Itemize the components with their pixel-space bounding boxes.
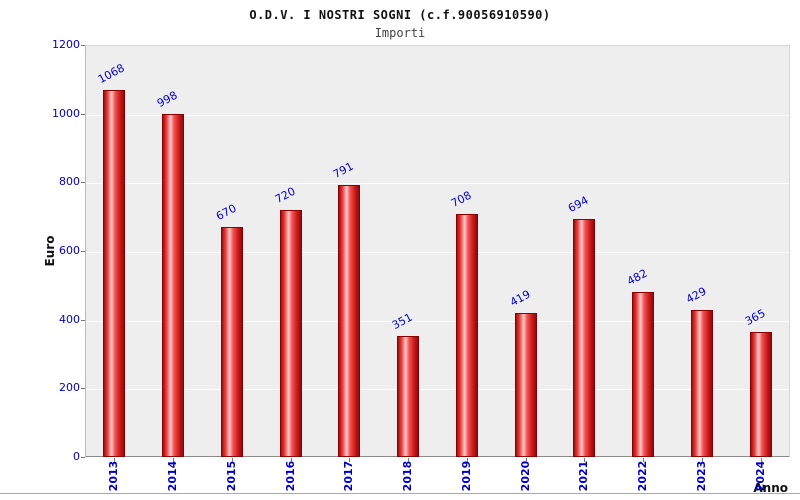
- y-tick-mark-600: [81, 251, 85, 252]
- bar-2022: [632, 292, 654, 457]
- y-tick-label-1000: 1000: [52, 106, 80, 120]
- x-tick-label-2021: 2021: [577, 460, 590, 492]
- x-tick-label-2016: 2016: [284, 460, 297, 492]
- bar-2018: [397, 336, 419, 457]
- y-tick-mark-1200: [81, 45, 85, 46]
- y-tick-mark-400: [81, 320, 85, 321]
- x-tick-mark-2017: [349, 458, 350, 462]
- x-tick-label-2017: 2017: [342, 460, 355, 492]
- x-axis-title: Anno: [753, 481, 788, 495]
- y-tick-label-200: 200: [59, 381, 80, 395]
- x-tick-label-2015: 2015: [225, 460, 238, 492]
- bar-2021: [573, 219, 595, 457]
- bar-2014: [162, 114, 184, 457]
- bar-2013: [103, 90, 125, 457]
- bar-2020: [515, 313, 537, 457]
- x-tick-mark-2020: [526, 458, 527, 462]
- plot-area: [85, 45, 790, 457]
- x-tick-label-2014: 2014: [166, 460, 179, 492]
- x-tick-label-2019: 2019: [460, 460, 473, 492]
- x-tick-mark-2019: [467, 458, 468, 462]
- gridline-1000: [86, 114, 789, 116]
- x-tick-mark-2021: [584, 458, 585, 462]
- chart-bottom-border: [0, 493, 800, 494]
- bar-2023: [691, 310, 713, 457]
- y-tick-label-800: 800: [59, 175, 80, 189]
- x-tick-mark-2016: [291, 458, 292, 462]
- y-tick-label-400: 400: [59, 312, 80, 326]
- x-tick-mark-2013: [114, 458, 115, 462]
- bar-2024: [750, 332, 772, 457]
- x-tick-mark-2024: [761, 458, 762, 462]
- gridline-200: [86, 389, 789, 391]
- bar-2017: [338, 185, 360, 457]
- gridline-400: [86, 320, 789, 322]
- x-tick-label-2013: 2013: [107, 460, 120, 492]
- y-tick-mark-800: [81, 182, 85, 183]
- bar-2015: [221, 227, 243, 457]
- y-tick-label-0: 0: [73, 450, 80, 463]
- x-tick-mark-2015: [232, 458, 233, 462]
- x-tick-mark-2014: [173, 458, 174, 462]
- x-tick-label-2018: 2018: [401, 460, 414, 492]
- gridline-600: [86, 252, 789, 253]
- x-tick-mark-2018: [408, 458, 409, 462]
- bar-2019: [456, 214, 478, 457]
- x-tick-mark-2022: [643, 458, 644, 462]
- y-tick-mark-1000: [81, 114, 85, 115]
- x-tick-mark-2023: [702, 458, 703, 462]
- bar-2016: [280, 210, 302, 457]
- x-tick-label-2020: 2020: [519, 460, 532, 492]
- chart-title: O.D.V. I NOSTRI SOGNI (c.f.90056910590): [249, 8, 551, 22]
- y-tick-mark-0: [81, 457, 85, 458]
- y-tick-label-600: 600: [59, 244, 80, 257]
- x-tick-label-2024: 2024: [754, 460, 767, 492]
- y-tick-label-1200: 1200: [52, 38, 80, 51]
- y-tick-mark-200: [81, 388, 85, 389]
- chart-subtitle: Importi: [374, 26, 426, 40]
- x-tick-label-2023: 2023: [695, 460, 708, 492]
- x-tick-label-2022: 2022: [636, 460, 649, 492]
- gridline-800: [86, 183, 789, 185]
